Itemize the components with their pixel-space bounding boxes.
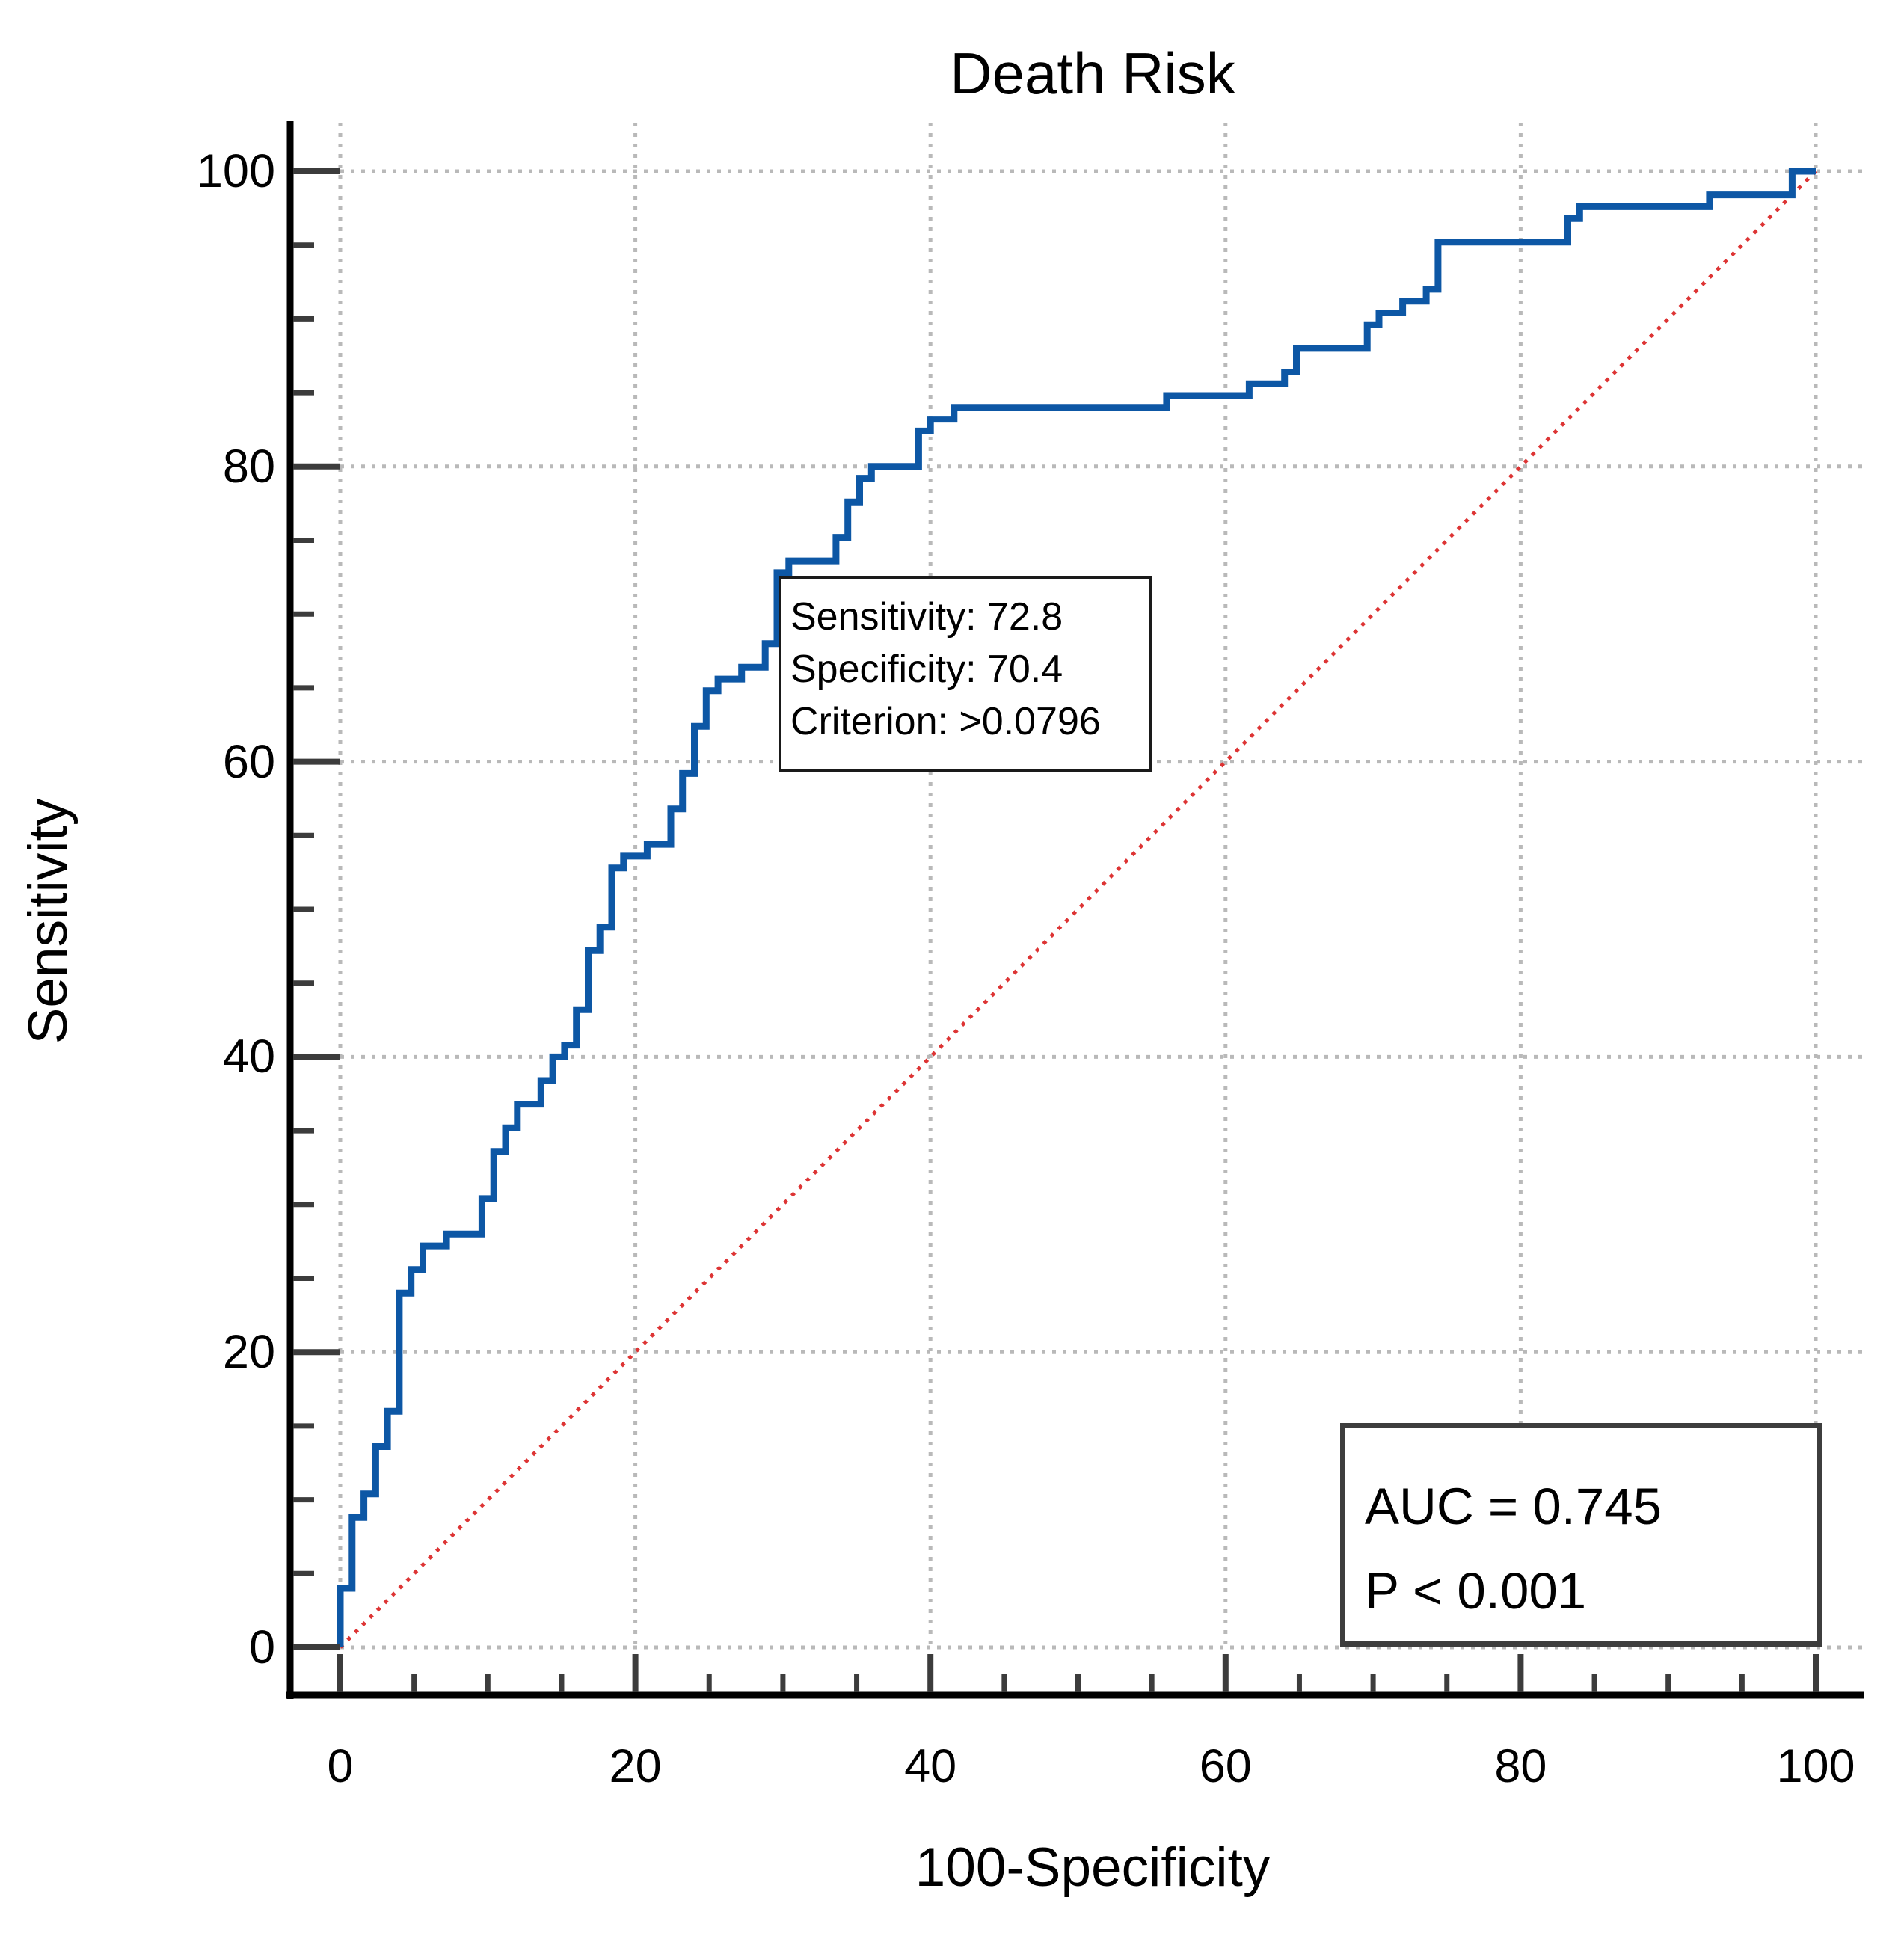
auc-value: AUC = 0.745 xyxy=(1365,1478,1662,1535)
roc-curve xyxy=(337,168,1816,1647)
x-tick-label-40: 40 xyxy=(904,1740,957,1792)
x-tick-label-80: 80 xyxy=(1494,1740,1547,1792)
y-tick-label-40: 40 xyxy=(222,1030,275,1084)
auc-annotation-box: AUC = 0.745 P < 0.001 xyxy=(1340,1423,1822,1647)
y-tick-label-100: 100 xyxy=(196,145,275,197)
y-tick-label-20: 20 xyxy=(222,1326,275,1379)
y-axis-label: Sensitivity xyxy=(18,798,79,1045)
y-tick-label-0: 0 xyxy=(248,1621,275,1674)
x-tick-label-100: 100 xyxy=(1776,1740,1855,1792)
x-tick-label-0: 0 xyxy=(327,1740,354,1792)
p-value: P < 0.001 xyxy=(1365,1562,1587,1620)
y-tick-label-80: 80 xyxy=(222,440,275,493)
x-tick-label-20: 20 xyxy=(609,1740,662,1792)
y-tick-label-60: 60 xyxy=(222,735,275,788)
criterion-annotation-box: Sensitivity: 72.8 Specificity: 70.4 Crit… xyxy=(779,576,1152,772)
chart-title: Death Risk xyxy=(950,40,1235,106)
x-axis-label: 100-Specificity xyxy=(915,1837,1271,1898)
annotation-specificity: Specificity: 70.4 xyxy=(790,648,1063,691)
annotation-sensitivity: Sensitivity: 72.8 xyxy=(790,595,1063,639)
x-tick-label-60: 60 xyxy=(1199,1740,1252,1792)
annotation-criterion: Criterion: >0.0796 xyxy=(790,700,1101,743)
reference-diagonal-line xyxy=(339,170,1817,1649)
